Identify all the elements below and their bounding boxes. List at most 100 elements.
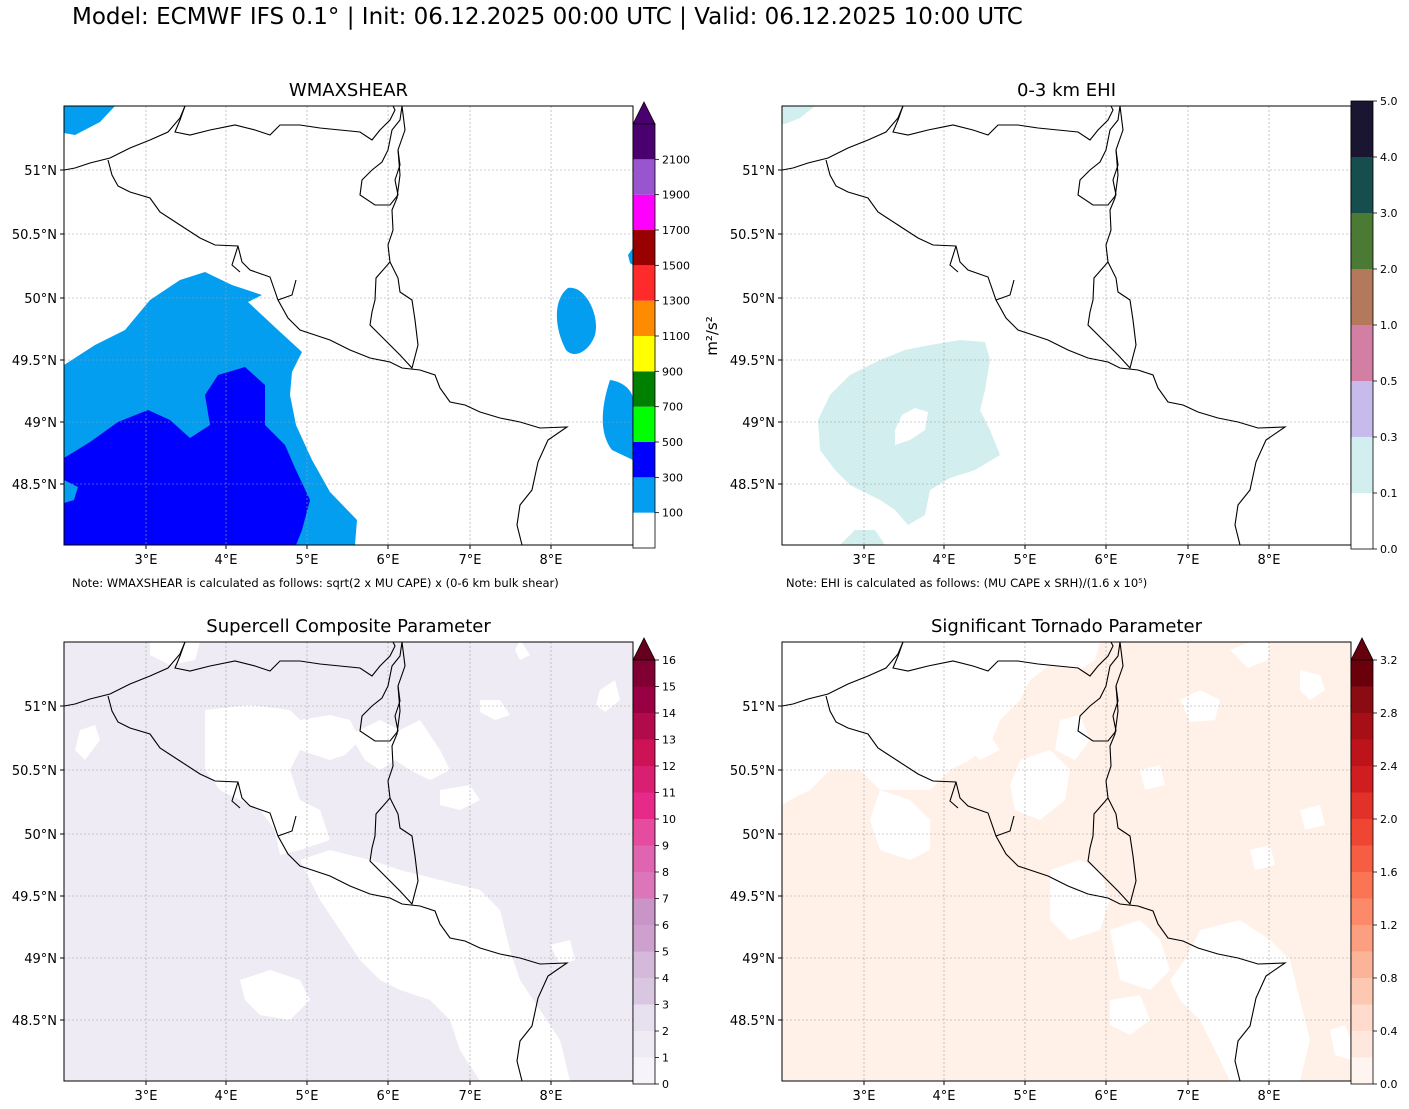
figure-title: Model: ECMWF IFS 0.1° | Init: 06.12.2025…	[72, 4, 1023, 30]
colorbar-tick-label: 1500	[662, 259, 690, 272]
colorbar-extend-triangle	[632, 637, 656, 661]
y-tick-label: 51°N	[24, 700, 57, 715]
colorbar-tick-label: 900	[662, 365, 683, 378]
colorbar-segment	[1351, 978, 1373, 1005]
x-tick-label: 4°E	[215, 1089, 238, 1104]
colorbar-tick-label: 1	[662, 1052, 669, 1065]
y-tick-label: 51°N	[742, 700, 775, 715]
x-tick-label: 3°E	[135, 553, 158, 568]
x-tick-label: 8°E	[1258, 1089, 1281, 1104]
ehi-panel: 3°E 4°E 5°E 6°E 7°E 8°E 51°N 50.5°N 50°N 49.5°N 49…	[730, 105, 1352, 568]
y-tick-label: 49.5°N	[730, 354, 775, 369]
colorbar-segment	[633, 512, 655, 548]
wmaxshear-dark-blue-area	[64, 367, 310, 545]
colorbar-tick-label: 0	[662, 1078, 669, 1091]
colorbar-tick-label: 9	[662, 840, 669, 853]
colorbar-tick-label: 2.0	[1380, 813, 1398, 826]
colorbar-tick-label: 14	[662, 707, 676, 720]
colorbar-segment	[1351, 713, 1373, 740]
colorbar-segment	[633, 1031, 655, 1058]
colorbar-tick-label: 3.2	[1380, 654, 1398, 667]
colorbar-tick-label: 16	[662, 654, 676, 667]
colorbar-tick-label: 2.0	[1380, 263, 1398, 276]
scp-panel: 3°E 4°E 5°E 6°E 7°E 8°E 51°N 50.5°N 50°N 49.5°N 49…	[12, 641, 634, 1104]
colorbar-segment	[1351, 739, 1373, 766]
x-tick-label: 6°E	[377, 1089, 400, 1104]
colorbar-segment	[633, 265, 655, 301]
colorbar-tick-label: 1900	[662, 189, 690, 202]
colorbar-tick-label: 300	[662, 471, 683, 484]
y-tick-label: 50.5°N	[12, 764, 57, 779]
colorbar-segment	[633, 898, 655, 925]
colorbar-segment	[1351, 925, 1373, 952]
y-tick-label: 48.5°N	[12, 1014, 57, 1029]
panel-title-stp: Significant Tornado Parameter	[931, 616, 1202, 637]
x-tick-label: 4°E	[215, 553, 238, 568]
x-tick-label: 8°E	[1258, 553, 1281, 568]
colorbar-segment	[633, 159, 655, 195]
y-tick-label: 50.5°N	[730, 764, 775, 779]
y-tick-label: 48.5°N	[730, 1014, 775, 1029]
x-tick-label: 5°E	[296, 1089, 319, 1104]
colorbar-tick-label: 1300	[662, 295, 690, 308]
x-tick-label: 5°E	[296, 553, 319, 568]
colorbar-tick-label: 1.2	[1380, 919, 1398, 932]
colorbar-segment	[1351, 872, 1373, 899]
colorbar-segment	[633, 230, 655, 266]
y-tick-label: 51°N	[24, 164, 57, 179]
colorbar-tick-label: 13	[662, 734, 676, 747]
x-tick-label: 6°E	[1095, 553, 1118, 568]
colorbar-segment	[633, 739, 655, 766]
colorbar-segment	[1351, 213, 1373, 269]
colorbar-tick-label: 1700	[662, 224, 690, 237]
x-tick-label: 8°E	[540, 553, 563, 568]
colorbar-tick-label: 8	[662, 866, 669, 879]
colorbar-tick-label: 4.0	[1380, 151, 1398, 164]
colorbar-tick-label: 12	[662, 760, 676, 773]
panel-title-scp: Supercell Composite Parameter	[206, 616, 491, 637]
y-tick-label: 48.5°N	[730, 478, 775, 493]
colorbar-segment	[633, 477, 655, 513]
wmaxshear-note: Note: WMAXSHEAR is calculated as follows…	[72, 576, 559, 590]
colorbar-tick-label: 10	[662, 813, 676, 826]
colorbar-segment	[1351, 381, 1373, 437]
colorbar-tick-label: 2	[662, 1025, 669, 1038]
colorbar-tick-label: 6	[662, 919, 669, 932]
y-tick-label: 50.5°N	[730, 228, 775, 243]
colorbar-segment	[633, 194, 655, 230]
y-tick-label: 50°N	[24, 292, 57, 307]
stp-colorbar: 0.00.40.81.21.62.02.42.83.23.6	[1350, 637, 1398, 1091]
panel-title-ehi: 0-3 km EHI	[1016, 80, 1117, 101]
colorbar-segment	[633, 792, 655, 819]
colorbar-segment	[633, 406, 655, 442]
x-tick-label: 7°E	[459, 1089, 482, 1104]
colorbar-tick-label: 7	[662, 893, 669, 906]
colorbar-segment	[1351, 898, 1373, 925]
y-tick-label: 49°N	[742, 416, 775, 431]
colorbar-segment	[633, 766, 655, 793]
y-tick-label: 50°N	[24, 828, 57, 843]
colorbar-tick-label: 0.8	[1380, 972, 1398, 985]
colorbar-unit-label: m²/s²	[703, 316, 721, 356]
colorbar-tick-label: 0.1	[1380, 487, 1398, 500]
x-tick-label: 3°E	[135, 1089, 158, 1104]
x-tick-label: 7°E	[1177, 1089, 1200, 1104]
colorbar-tick-label: 0.0	[1380, 1078, 1398, 1091]
colorbar-tick-label: 11	[662, 787, 676, 800]
colorbar-segment	[1351, 686, 1373, 713]
colorbar-segment	[1351, 792, 1373, 819]
colorbar-segment	[633, 300, 655, 336]
colorbar-segment	[633, 978, 655, 1005]
colorbar-segment	[1351, 157, 1373, 213]
colorbar-tick-label: 5.0	[1380, 95, 1398, 108]
colorbar-tick-label: 2.8	[1380, 707, 1398, 720]
colorbar-segment	[1351, 269, 1373, 325]
colorbar-segment	[633, 336, 655, 372]
colorbar-tick-label: 1100	[662, 330, 690, 343]
stp-panel: 3°E 4°E 5°E 6°E 7°E 8°E 51°N 50.5°N 50°N 49.5°N 49…	[730, 641, 1352, 1104]
colorbar-tick-label: 4	[662, 972, 669, 985]
x-tick-label: 6°E	[377, 553, 400, 568]
x-tick-label: 6°E	[1095, 1089, 1118, 1104]
colorbar-segment	[633, 819, 655, 846]
y-tick-label: 48.5°N	[12, 478, 57, 493]
